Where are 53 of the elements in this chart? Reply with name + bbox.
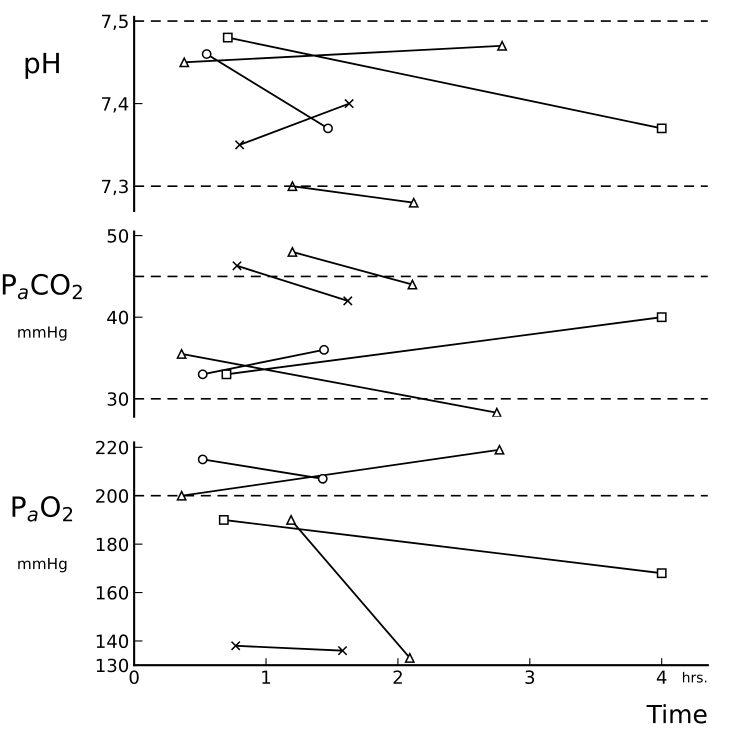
x-tick-label: 1 <box>262 670 270 684</box>
y-tick-label: 50 <box>108 229 128 243</box>
point <box>202 49 212 59</box>
point <box>323 123 333 134</box>
x-tick-label: 0 <box>130 670 139 684</box>
y-tick-label: 40 <box>107 310 128 324</box>
point <box>656 312 667 322</box>
point <box>287 246 298 257</box>
point <box>230 640 241 651</box>
y-tick-label: 30 <box>108 392 128 406</box>
y-axis-title: P$_{a}$O$_{2}$ <box>12 496 72 522</box>
point <box>656 568 667 578</box>
point <box>222 32 233 42</box>
point <box>344 98 354 109</box>
point <box>407 280 418 290</box>
x-tick-label: 3 <box>525 670 534 684</box>
point <box>179 57 190 68</box>
point <box>492 408 502 417</box>
text: mmHg <box>18 326 66 341</box>
point <box>342 296 353 306</box>
y-tick-label: 160 <box>96 586 128 600</box>
point <box>176 348 187 359</box>
point <box>656 123 667 134</box>
y-tick-label: 180 <box>96 538 128 552</box>
point <box>404 652 415 663</box>
point <box>497 40 508 51</box>
y-axis-title: pH <box>26 52 59 79</box>
point <box>222 369 232 380</box>
point <box>286 515 296 525</box>
point <box>494 444 504 455</box>
point <box>319 344 329 355</box>
y-tick-label: 140 <box>96 634 128 648</box>
point <box>198 369 208 380</box>
y-axis-title: P$_{a}$CO$_{2}$ <box>2 274 82 300</box>
point <box>318 474 328 484</box>
x-tick-label: 2 <box>393 670 402 684</box>
point <box>232 260 242 271</box>
y-tick-label: 7,5 <box>102 14 128 30</box>
y-tick-label: 130 <box>96 658 128 672</box>
x-tick-label: 4 <box>656 670 666 684</box>
y-tick-label: 200 <box>96 489 128 503</box>
point <box>198 454 208 464</box>
text: mmHg <box>18 558 66 572</box>
point <box>408 198 419 208</box>
text: hrs. <box>682 672 706 683</box>
point <box>176 490 187 501</box>
y-tick-label: 7,3 <box>102 180 128 196</box>
y-tick-label: 220 <box>96 440 128 454</box>
y-tick-label: 7,4 <box>102 97 128 113</box>
point <box>218 515 229 525</box>
point <box>338 646 348 656</box>
x-axis-title: Time <box>646 704 707 724</box>
point <box>234 140 245 150</box>
